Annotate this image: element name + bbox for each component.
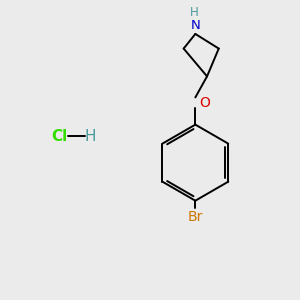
- Text: O: O: [199, 96, 210, 110]
- Text: H: H: [190, 6, 199, 19]
- Text: Cl: Cl: [51, 129, 68, 144]
- Text: H: H: [84, 129, 96, 144]
- Text: N: N: [190, 19, 200, 32]
- Text: Br: Br: [188, 210, 203, 224]
